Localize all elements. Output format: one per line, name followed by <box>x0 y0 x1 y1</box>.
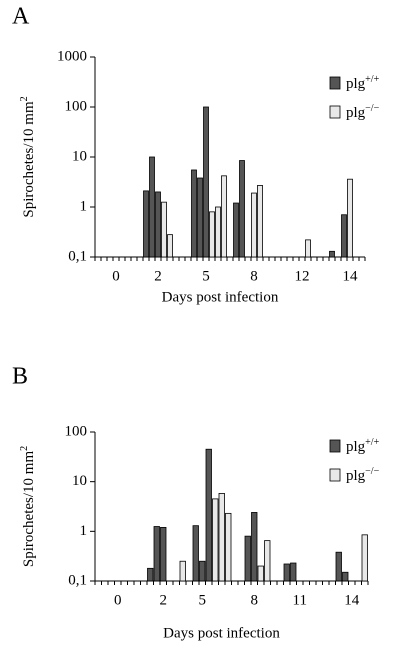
bar <box>257 185 263 258</box>
x-tick-label: 12 <box>295 268 310 284</box>
bar <box>251 192 257 258</box>
y-tick-label: 0,1 <box>68 572 87 588</box>
bar <box>215 206 221 258</box>
y-tick-label: 10 <box>72 148 87 164</box>
panel-label: B <box>12 364 28 390</box>
bar <box>155 191 161 258</box>
bar <box>305 239 311 258</box>
y-tick-label: 100 <box>65 423 88 439</box>
bar <box>335 551 342 582</box>
bar <box>212 498 219 582</box>
x-axis-title: Days post infection <box>162 289 279 305</box>
y-axis-title: Spirochetes/10 mm2 <box>19 446 38 567</box>
legend-swatch <box>329 439 341 453</box>
bar <box>179 560 186 582</box>
bar <box>191 169 197 258</box>
x-tick-label: 8 <box>251 592 259 608</box>
bar <box>233 202 239 258</box>
y-tick-label: 100 <box>65 98 88 114</box>
x-tick-label: 2 <box>154 268 162 284</box>
bar <box>197 177 203 258</box>
y-tick-label: 10 <box>72 473 87 489</box>
x-tick-label: 11 <box>293 592 307 608</box>
x-tick-label: 8 <box>250 268 258 284</box>
bar <box>225 512 232 582</box>
x-tick-label: 5 <box>202 268 210 284</box>
x-tick-label: 2 <box>160 592 168 608</box>
bar <box>147 567 154 582</box>
x-tick-label: 5 <box>199 592 207 608</box>
x-tick-label: 14 <box>344 592 360 608</box>
bar <box>342 571 349 582</box>
bar <box>192 525 199 582</box>
bar <box>221 175 227 258</box>
bar <box>239 160 245 258</box>
x-tick-label: 0 <box>114 592 122 608</box>
bar <box>203 106 209 258</box>
x-tick-label: 0 <box>112 268 120 284</box>
legend-swatch <box>329 105 341 119</box>
x-tick-label: 14 <box>343 268 359 284</box>
y-axis-title: Spirochetes/10 mm2 <box>19 96 38 217</box>
bar <box>257 565 264 582</box>
bar <box>209 211 215 258</box>
bar <box>149 156 155 258</box>
bar <box>329 250 335 258</box>
bar <box>160 527 167 582</box>
bar <box>347 178 353 258</box>
bar <box>161 201 167 258</box>
y-tick-label: 0,1 <box>68 248 87 264</box>
x-axis-title: Days post infection <box>163 625 280 641</box>
y-tick-label: 1 <box>80 198 88 214</box>
bar <box>251 512 258 582</box>
bar <box>205 448 212 582</box>
bar <box>264 540 271 582</box>
bar <box>199 560 206 582</box>
y-tick-label: 1 <box>80 523 88 539</box>
bar <box>153 526 160 582</box>
bar <box>143 190 149 258</box>
bar <box>341 214 347 258</box>
legend-label: plg−/− <box>346 103 380 122</box>
legend-label: plg+/+ <box>346 437 380 456</box>
bar <box>218 493 225 582</box>
legend-swatch <box>329 76 341 90</box>
y-tick-label: 1000 <box>57 48 87 64</box>
panel: A 1000 100 10 1 0,1 0 2 5 8 12 14 plg+/+ plg−/− Spiroc… <box>12 4 380 306</box>
bar <box>290 562 297 582</box>
bar <box>167 234 173 258</box>
bar <box>361 534 368 582</box>
bar <box>283 563 290 582</box>
legend-label: plg−/− <box>346 466 380 485</box>
legend-label: plg+/+ <box>346 74 380 93</box>
legend-swatch <box>329 468 341 482</box>
panel-label: A <box>12 4 30 30</box>
panel: B 100 10 1 0,1 0 2 5 8 11 14 plg+/+ plg−/− Spirochete… <box>12 364 380 642</box>
bar <box>244 535 251 582</box>
